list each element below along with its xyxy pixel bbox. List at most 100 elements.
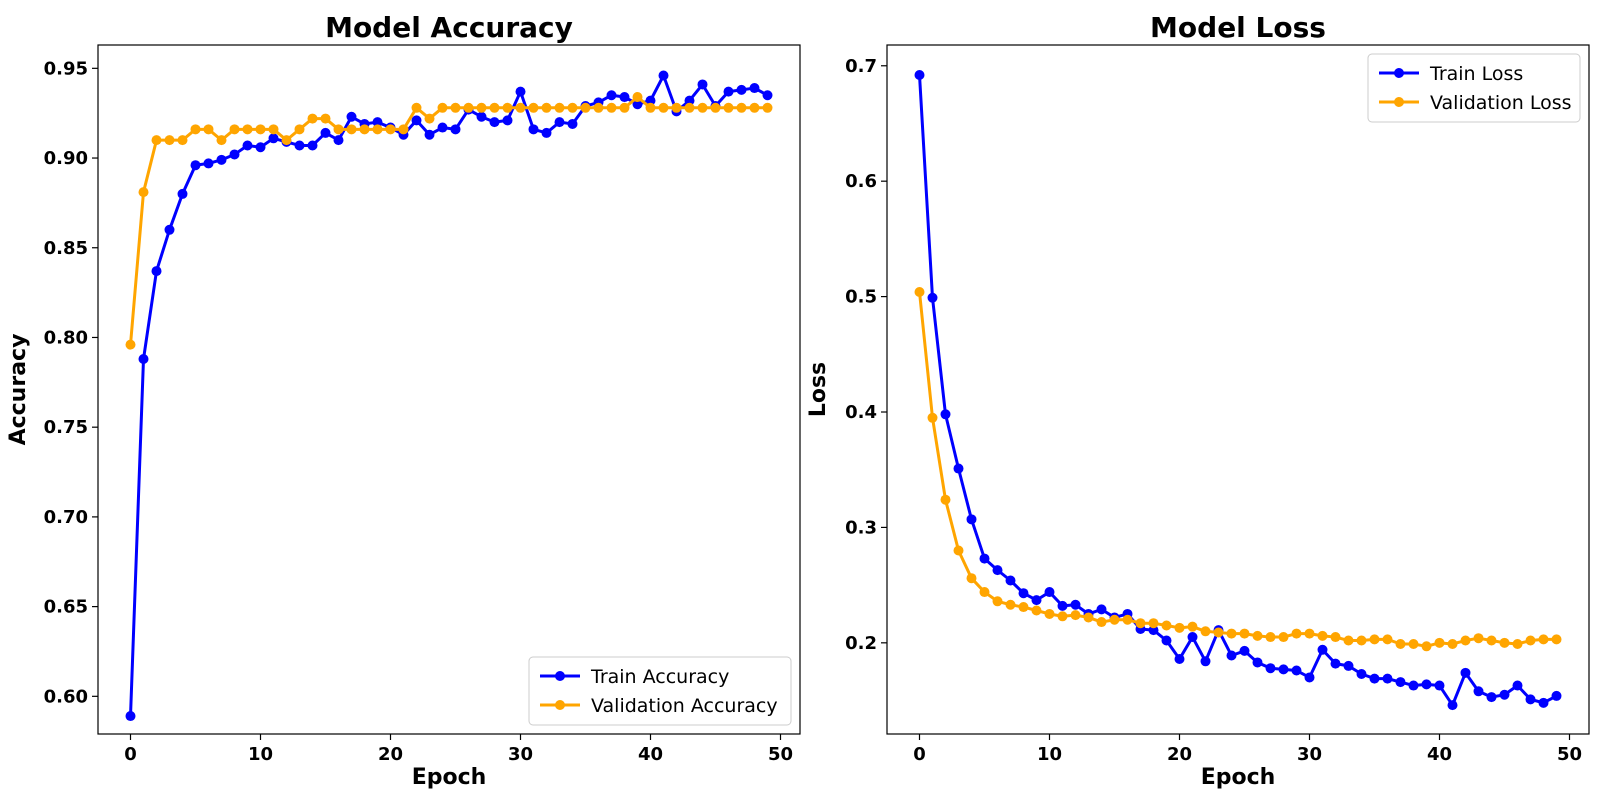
legend: Train Loss Validation Loss — [1367, 53, 1581, 123]
data-point — [164, 135, 175, 146]
data-point — [658, 102, 669, 113]
data-point — [1473, 633, 1484, 644]
data-point — [1395, 638, 1406, 649]
data-point — [1239, 645, 1250, 656]
data-point — [541, 127, 552, 138]
data-point — [1486, 692, 1497, 703]
data-point — [1265, 632, 1276, 643]
data-point — [1512, 638, 1523, 649]
data-point — [1278, 664, 1289, 675]
data-point — [736, 102, 747, 113]
data-point — [1408, 680, 1419, 691]
data-point — [927, 292, 938, 303]
data-point — [437, 102, 448, 113]
x-tick-label: 40 — [638, 744, 663, 765]
y-axis-label: Accuracy — [6, 334, 31, 446]
data-point — [1408, 638, 1419, 649]
data-point — [346, 124, 357, 135]
data-point — [1278, 632, 1289, 643]
x-tick-label: 30 — [1297, 744, 1322, 765]
data-point — [645, 95, 656, 106]
data-point — [1382, 634, 1393, 645]
data-point — [723, 86, 734, 97]
data-point — [411, 115, 422, 126]
data-point — [1447, 638, 1458, 649]
data-point — [1161, 620, 1172, 631]
data-point — [125, 711, 136, 722]
data-point — [1200, 656, 1211, 667]
data-point — [411, 102, 422, 113]
data-point — [966, 514, 977, 525]
data-point — [476, 111, 487, 122]
y-tick-label: 0.65 — [44, 597, 88, 618]
data-point — [1525, 694, 1536, 705]
data-point — [1044, 608, 1055, 619]
y-tick-label: 0.3 — [845, 517, 877, 538]
x-axis-label: Epoch — [412, 765, 487, 790]
data-point — [992, 565, 1003, 576]
data-point — [992, 596, 1003, 607]
data-point — [1252, 630, 1263, 641]
data-point — [151, 266, 162, 277]
data-point — [528, 102, 539, 113]
data-point — [953, 545, 964, 556]
data-point — [554, 117, 565, 128]
data-point — [177, 188, 188, 199]
data-point — [1317, 630, 1328, 641]
data-point — [1148, 618, 1159, 629]
series-validation-loss — [914, 286, 1562, 652]
data-point — [940, 409, 951, 420]
data-point — [658, 70, 669, 81]
data-point — [1057, 600, 1068, 611]
data-point — [1512, 680, 1523, 691]
data-point — [762, 90, 773, 101]
x-axis-label: Epoch — [1201, 765, 1276, 790]
data-point — [190, 124, 201, 135]
series-validation-accuracy — [125, 92, 773, 350]
data-point — [216, 154, 227, 165]
data-point — [1057, 611, 1068, 622]
data-point — [1265, 663, 1276, 674]
data-point — [940, 494, 951, 505]
data-point — [385, 124, 396, 135]
data-point — [606, 90, 617, 101]
data-point — [1499, 637, 1510, 648]
data-point — [1044, 587, 1055, 598]
data-point — [1174, 622, 1185, 633]
data-point — [1551, 634, 1562, 645]
data-point — [528, 124, 539, 135]
data-point — [1330, 658, 1341, 669]
plot-frame — [886, 44, 1590, 735]
data-point — [1382, 673, 1393, 684]
data-point — [1005, 575, 1016, 586]
x-tick-label: 40 — [1427, 744, 1452, 765]
data-point — [333, 124, 344, 135]
data-point — [1460, 635, 1471, 646]
x-tick-label: 0 — [124, 744, 137, 765]
data-point — [489, 102, 500, 113]
data-point — [1174, 653, 1185, 664]
data-point — [1434, 637, 1445, 648]
data-point — [1369, 673, 1380, 684]
series-line — [918, 73, 1558, 707]
y-tick-label: 0.2 — [845, 633, 877, 654]
data-point — [203, 124, 214, 135]
data-point — [1109, 614, 1120, 625]
data-point — [1070, 610, 1081, 621]
y-tick-label: 0.85 — [44, 238, 88, 259]
y-tick-label: 0.95 — [44, 58, 88, 79]
data-point — [1538, 634, 1549, 645]
data-point — [632, 99, 643, 110]
plot-frame — [97, 44, 801, 735]
data-point — [229, 149, 240, 160]
series-train-accuracy — [125, 70, 773, 722]
data-point — [966, 573, 977, 584]
data-point — [684, 95, 695, 106]
data-point — [1200, 626, 1211, 637]
data-point — [372, 117, 383, 128]
data-point — [1538, 697, 1549, 708]
legend-box — [1367, 53, 1581, 123]
legend-label: Validation Accuracy — [591, 695, 778, 717]
data-point — [255, 142, 266, 153]
data-point — [914, 286, 925, 297]
